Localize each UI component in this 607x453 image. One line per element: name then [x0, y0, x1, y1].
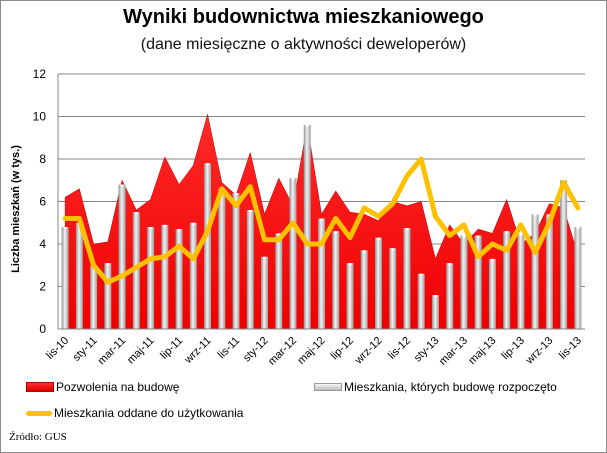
bar: [460, 235, 468, 329]
legend-item-completed: Mieszkania oddane do użytkowania: [26, 406, 243, 420]
bar: [474, 235, 482, 329]
bar: [403, 228, 411, 329]
bar: [218, 188, 226, 329]
y-tick-labels: 0 2 4 6 8 10 12: [33, 67, 47, 336]
bar: [346, 263, 354, 329]
y-tick: 6: [39, 195, 46, 209]
x-tick: lis-13: [557, 335, 584, 362]
bar: [431, 295, 439, 329]
legend-item-permits: Pozwolenia na budowę: [26, 380, 179, 394]
bar: [417, 273, 425, 329]
axes: [57, 74, 585, 330]
bar: [303, 125, 311, 329]
bar: [246, 210, 254, 329]
bar: [147, 227, 155, 329]
bar: [332, 231, 340, 329]
y-tick: 2: [39, 280, 46, 294]
x-tick: mar-11: [96, 335, 129, 368]
x-tick: wrz-11: [182, 335, 214, 367]
completed-line: [62, 156, 581, 285]
legend-swatch-yellow: [26, 410, 52, 416]
source-note: Źródło: GUS: [9, 431, 67, 443]
bar: [132, 212, 140, 329]
bar: [389, 248, 397, 329]
y-tick: 10: [33, 110, 47, 124]
bar: [446, 263, 454, 329]
bar: [175, 229, 183, 329]
chart-title: Wyniki budownictwa mieszkaniowego: [123, 6, 484, 28]
bar: [560, 180, 568, 329]
bar: [161, 224, 169, 329]
y-tick: 12: [33, 67, 47, 81]
legend-swatch-red: [26, 382, 54, 392]
y-tick: 0: [39, 322, 46, 336]
x-tick: mar-13: [437, 335, 470, 368]
bar: [90, 265, 98, 329]
x-tick: lis-10: [44, 335, 71, 362]
bar: [261, 256, 269, 329]
started-bars: [61, 125, 582, 329]
bar: [204, 163, 212, 329]
bar: [189, 222, 197, 329]
bar: [289, 178, 297, 329]
chart-subtitle: (dane miesięczne o aktywności deweloperó…: [140, 36, 467, 53]
legend-item-started: Mieszkania, których budowę rozpoczęto: [314, 380, 557, 394]
bar: [531, 214, 539, 329]
bar: [232, 193, 240, 329]
bar: [360, 250, 368, 329]
x-tick: mar-12: [266, 335, 299, 368]
x-tick: lis-12: [386, 335, 413, 362]
x-tick: maj-12: [295, 335, 327, 367]
bar: [118, 184, 126, 329]
y-tick: 8: [39, 152, 46, 166]
x-tick: maj-13: [466, 335, 498, 367]
bar: [61, 227, 69, 329]
y-tick: 4: [39, 237, 46, 251]
bar: [503, 231, 511, 329]
x-tick: maj-11: [125, 335, 157, 367]
bar: [75, 222, 83, 329]
legend-swatch-gray: [314, 383, 342, 391]
bar: [275, 233, 283, 329]
bar: [488, 258, 496, 329]
x-tick: lis-11: [216, 335, 243, 362]
bar: [517, 233, 525, 329]
bar: [104, 263, 112, 329]
bar: [374, 237, 382, 329]
bar: [318, 218, 325, 329]
bar: [545, 214, 553, 329]
bar: [574, 227, 582, 329]
x-tick: wrz-13: [523, 335, 556, 368]
x-tick: wrz-12: [352, 335, 385, 368]
